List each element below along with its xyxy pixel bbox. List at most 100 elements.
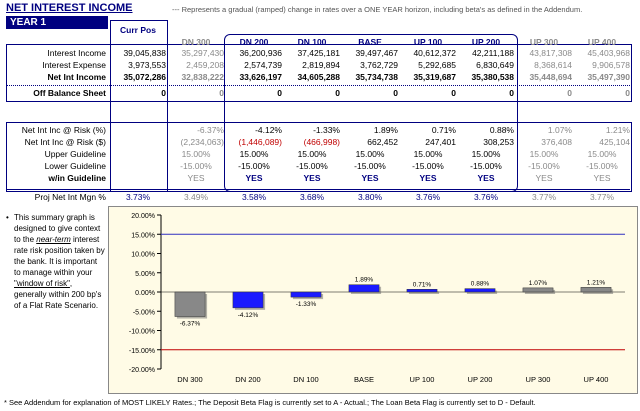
data-label: 0.71% [413, 281, 432, 288]
table-row: Off Balance Sheet 0 0 0 0 0 0 0 0 0 [6, 87, 636, 99]
bar-shadow [408, 291, 440, 294]
x-tick-label: DN 200 [235, 375, 260, 384]
note-bullet: • [6, 213, 9, 222]
table-cell: YES [361, 173, 379, 183]
table-cell: (1,446,089) [238, 137, 282, 147]
table-cell: 0 [393, 88, 398, 98]
table-cell: 3.73% [125, 192, 151, 202]
row-label: Net Int Income [47, 72, 106, 82]
note-text: This summary graph is designed to give c… [14, 213, 101, 244]
note-text: , generally within 200 bp's of a Flat Ra… [14, 279, 102, 310]
table-cell: 0 [161, 88, 166, 98]
table-cell: -15.00% [238, 161, 270, 171]
table-cell: 39,045,838 [123, 48, 166, 58]
risk-chart-svg: 20.00% 15.00% 10.00% 5.00% 0.00% -5.00% -10.00… [129, 213, 625, 384]
table-cell: 8,368,614 [534, 60, 572, 70]
table-cell: 9,906,578 [592, 60, 630, 70]
page-subtitle: --- Represents a gradual (ramped) change… [172, 5, 583, 14]
table-cell: (466,998) [303, 137, 340, 147]
note-text: interest rate risk position taken by the… [14, 235, 105, 277]
table-cell: 15.00% [471, 149, 501, 159]
y-tick-label: 0.00% [135, 290, 155, 297]
row-label: w/in Guideline [48, 173, 106, 183]
table-cell: 39,497,467 [355, 48, 398, 58]
table-cell: 308,253 [483, 137, 514, 147]
row-label: Off Balance Sheet [33, 88, 106, 98]
x-tick-label: UP 200 [468, 375, 493, 384]
table-cell: 0 [277, 88, 282, 98]
table-row: Upper Guideline 15.00% 15.00% 15.00% 15.… [6, 148, 636, 160]
col-header: UP 400 [587, 37, 617, 47]
table-cell: 33,626,197 [239, 72, 282, 82]
bar [290, 291, 322, 298]
table-row: Net Int Income 35,072,286 32,838,222 33,… [6, 71, 636, 83]
table-cell: 2,819,894 [302, 60, 340, 70]
table-cell: 0 [625, 88, 630, 98]
table-cell: -15.00% [586, 161, 618, 171]
data-label: 1.21% [587, 279, 606, 286]
y-tick-label: -20.00% [129, 367, 155, 374]
y-tick-label: -10.00% [129, 329, 155, 336]
table-row: Proj Net Int Mgn % 3.73% 3.49% 3.58% 3.6… [6, 191, 636, 203]
table-cell: 6,830,649 [476, 60, 514, 70]
table-cell: 1.07% [547, 125, 572, 135]
table-cell: 35,297,430 [181, 48, 224, 58]
year-label: YEAR 1 [6, 16, 108, 29]
table-cell: 0 [219, 88, 224, 98]
bar [580, 287, 612, 293]
table-cell: 3.76% [415, 192, 441, 202]
table-cell: 1.21% [605, 125, 630, 135]
data-label: 0.88% [471, 281, 490, 288]
table-cell: 15.00% [413, 149, 443, 159]
table-cell: 15.00% [529, 149, 559, 159]
table-cell: 3.76% [473, 192, 499, 202]
table-cell: 35,072,286 [123, 72, 166, 82]
row-label: Lower Guideline [44, 161, 106, 171]
summary-note: • This summary graph is designed to give… [6, 212, 106, 311]
table-cell: 425,104 [599, 137, 630, 147]
x-tick-label: UP 100 [410, 375, 435, 384]
income-block-frame [6, 44, 632, 102]
bar [522, 287, 554, 293]
table-row: w/in Guideline YES YES YES YES YES YES Y… [6, 172, 636, 184]
table-cell: 35,319,687 [413, 72, 456, 82]
risk-chart: 20.00% 15.00% 10.00% 5.00% 0.00% -5.00% -10.00… [108, 206, 638, 394]
data-label: -6.37% [180, 321, 201, 328]
x-tick-label: UP 300 [526, 375, 551, 384]
y-tick-label: -5.00% [133, 309, 155, 316]
table-cell: 35,734,738 [355, 72, 398, 82]
table-cell: 3,973,553 [128, 60, 166, 70]
note-emphasis: near-term [36, 235, 71, 244]
y-tick-label: 10.00% [131, 252, 155, 259]
table-cell: 1.89% [373, 125, 398, 135]
table-cell: 3,762,729 [360, 60, 398, 70]
bar [174, 291, 206, 317]
row-label: Interest Income [47, 48, 106, 58]
x-tick-label: BASE [354, 375, 374, 384]
table-cell: YES [187, 173, 205, 183]
data-label: 1.07% [529, 280, 548, 287]
row-label: Net Int Inc @ Risk (%) [21, 125, 106, 135]
table-cell: 32,838,222 [181, 72, 224, 82]
table-cell: 3.58% [241, 192, 267, 202]
table-cell: -15.00% [470, 161, 502, 171]
table-row: Net Int Inc @ Risk ($) (2,234,063) (1,44… [6, 136, 636, 148]
table-cell: YES [535, 173, 553, 183]
table-cell: (2,234,063) [180, 137, 224, 147]
table-cell: YES [477, 173, 495, 183]
y-tick-label: 15.00% [131, 232, 155, 239]
divider [6, 85, 630, 86]
table-cell: YES [303, 173, 321, 183]
table-cell: 0.71% [431, 125, 456, 135]
table-cell: 15.00% [355, 149, 385, 159]
table-cell: 0.88% [489, 125, 514, 135]
col-header: UP 300 [529, 37, 559, 47]
bar-shadow [466, 290, 498, 294]
col-header: DN 100 [297, 37, 327, 47]
table-cell: 3.49% [183, 192, 209, 202]
table-cell: 5,292,685 [418, 60, 456, 70]
col-header: DN 300 [181, 37, 211, 47]
table-cell: YES [245, 173, 263, 183]
header-row-currpos: Curr Pos [6, 24, 636, 36]
table-cell: -4.12% [255, 125, 282, 135]
